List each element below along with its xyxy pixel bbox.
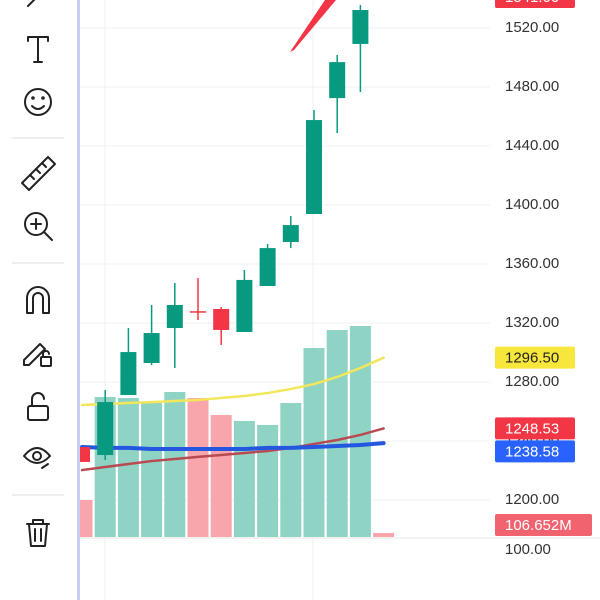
- y-tick-label: 1200.00: [505, 491, 559, 508]
- price-label-bg: [495, 440, 575, 463]
- y-tick-label: 1520.00: [505, 19, 559, 36]
- emoji-icon[interactable]: [24, 88, 52, 116]
- ruler-icon[interactable]: [21, 156, 56, 191]
- candle-body: [213, 308, 230, 330]
- price-label: 1296.50: [505, 350, 559, 367]
- volume-bar: [210, 415, 232, 537]
- toolbar: [0, 0, 77, 600]
- y-tick-label: 1320.00: [505, 314, 559, 331]
- volume-scale-label: 100.00: [505, 541, 551, 558]
- volume-bar: [373, 533, 395, 537]
- price-axis: 1200.001240.001280.001320.001360.001400.…: [495, 0, 592, 558]
- candle-body: [120, 352, 137, 395]
- moving-average-line: [80, 356, 385, 407]
- price-label: 1248.53: [505, 420, 559, 437]
- moving-average-line: [80, 427, 385, 472]
- y-tick-label: 1400.00: [505, 196, 559, 213]
- price-label-bg: [495, 0, 575, 9]
- candle-body: [259, 248, 276, 286]
- price-label-bg: [495, 417, 575, 440]
- lock-drawing-icon[interactable]: [23, 343, 52, 367]
- magnet-icon[interactable]: [26, 286, 50, 314]
- candle-body: [143, 333, 160, 363]
- volume-label: 106.652M: [505, 517, 572, 534]
- volume-bar: [303, 348, 325, 537]
- volume-bar: [280, 403, 302, 537]
- visibility-icon[interactable]: [23, 447, 51, 469]
- y-tick-label: 1280.00: [505, 373, 559, 390]
- candle-body: [282, 225, 299, 243]
- y-tick-label: 1440.00: [505, 137, 559, 154]
- volume-bar: [326, 330, 348, 537]
- price-label-bg: [495, 346, 575, 369]
- volume-bar: [257, 425, 279, 537]
- candle-body: [329, 62, 346, 99]
- plot: [71, 5, 490, 537]
- candle-body: [190, 311, 206, 313]
- volume-bar: [233, 421, 255, 537]
- text-icon[interactable]: [27, 36, 49, 63]
- zoom-icon[interactable]: [24, 212, 53, 241]
- volume-bar: [187, 398, 209, 537]
- pencil-icon[interactable]: [27, 0, 44, 7]
- drawn-trend-line: [290, 0, 336, 52]
- volume-label-bg: [495, 514, 592, 536]
- candle-body: [352, 10, 369, 44]
- volume-bar: [141, 403, 163, 537]
- y-tick-label: 1480.00: [505, 78, 559, 95]
- volume-bar: [349, 326, 371, 537]
- candle-body: [97, 402, 114, 456]
- candle-body: [166, 305, 183, 329]
- candle-body: [306, 120, 322, 215]
- volume-bar: [164, 392, 186, 537]
- trash-icon[interactable]: [26, 519, 50, 547]
- moving-average-line: [80, 441, 386, 451]
- price-label: 1238.58: [505, 443, 559, 460]
- unlock-icon[interactable]: [27, 392, 49, 421]
- price-label: 1541.00: [505, 0, 559, 6]
- candle-body: [236, 279, 253, 333]
- y-tick-label: 1360.00: [505, 255, 559, 272]
- volume-bar: [117, 398, 139, 537]
- toolbar-icons: [11, 0, 65, 547]
